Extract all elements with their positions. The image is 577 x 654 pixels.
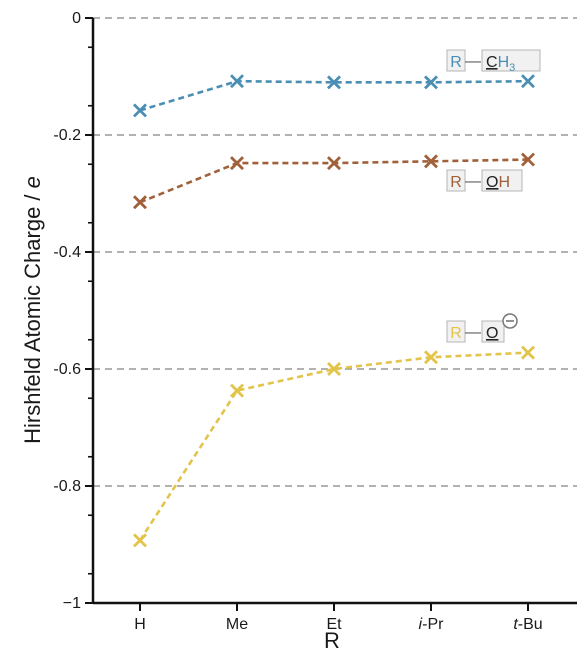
point-stroke [133,103,147,118]
r-box [446,320,466,343]
y-tick-label: -0.6 [53,361,81,378]
point-stroke [230,156,244,171]
atom-rest: H [498,54,510,71]
x-tick-label-prefix: i [419,616,423,633]
r-box [446,49,466,72]
atom-subscript: 3 [509,62,515,74]
data-point-oh [133,195,147,210]
series-label-ch3: R — CH3 [446,49,541,74]
series-line-ch3 [139,79,529,112]
x-tick-label: Et [326,616,342,633]
atom-box [481,169,523,192]
series-line-oanion [138,351,529,542]
point-stroke [133,195,147,210]
data-point-oanion [230,383,244,398]
atom-box [481,320,505,343]
point-stroke [424,75,438,90]
point-stroke [327,75,341,90]
data-point-oh [230,156,244,171]
x-tick-label-text: Et [326,616,342,633]
y-tick-label: -0.4 [53,244,81,261]
data-point-oh [521,152,535,167]
point-stroke [327,156,341,171]
y-tick-label: -0.8 [53,478,81,495]
data-point-oanion [521,345,535,360]
x-tick-label: H [134,616,146,633]
data-point-ch3 [424,75,438,90]
x-axis-title: R [324,628,340,653]
y-axis-title-main: Hirshfeld Atomic Charge / [20,188,45,444]
bond-text: — [465,173,481,190]
y-ticks: 0 -0.2 -0.4 -0.6 -0.8 −1 [53,10,93,612]
r-text: R [450,325,462,342]
data-point-oh [424,154,438,169]
axes [91,18,577,605]
data-point-ch3 [133,103,147,118]
bond-text: — [465,53,481,70]
gridlines [93,17,577,487]
data-point-oh [327,156,341,171]
point-stroke [327,362,341,376]
series-label-oanion: R — O [446,313,518,343]
r-box [446,169,466,192]
data-point-oanion [133,533,147,548]
point-stroke [133,533,147,548]
y-tick-label: -0.2 [53,127,81,144]
atom-symbol: O [486,174,498,191]
data-point-ch3 [230,74,244,89]
atom-symbol: O [486,325,498,342]
y-tick-label: −1 [63,595,81,612]
atom-box [481,49,541,72]
bond-text: — [465,324,481,341]
data-point-ch3 [521,74,535,89]
atom-rest: H [498,174,510,191]
point-stroke [424,350,438,365]
point-stroke [424,154,438,169]
r-text: R [450,54,462,71]
y-axis-title: Hirshfeld Atomic Charge / e [20,176,45,444]
x-tick-label-text: -Bu [518,616,543,633]
x-tick-label: t-Bu [513,616,542,633]
data-point-oanion [424,350,438,365]
x-tick-label: Me [226,616,248,633]
point-stroke [521,345,535,360]
x-tick-label-prefix: t [513,616,518,633]
series-label-oh: R — OH [446,169,523,192]
atom-text: OH [486,174,510,191]
point-stroke [521,152,535,167]
point-stroke [230,383,244,398]
x-ticks: H Me Et i-Pr t-Bu [134,603,543,633]
point-stroke [521,74,535,89]
atom-text: O [486,325,498,342]
x-tick-label-text: H [134,616,146,633]
x-tick-label: i-Pr [419,616,445,633]
r-text: R [450,174,462,191]
data-point-ch3 [327,75,341,90]
point-stroke [230,74,244,89]
data-point-oanion [327,362,341,376]
x-tick-label-text: -Pr [422,616,444,633]
series-group [133,74,535,548]
y-axis-title-unit: e [20,176,45,188]
atom-text: CH3 [486,54,515,74]
y-tick-label: 0 [72,10,81,27]
atom-symbol: C [486,54,498,71]
x-tick-label-text: Me [226,616,248,633]
